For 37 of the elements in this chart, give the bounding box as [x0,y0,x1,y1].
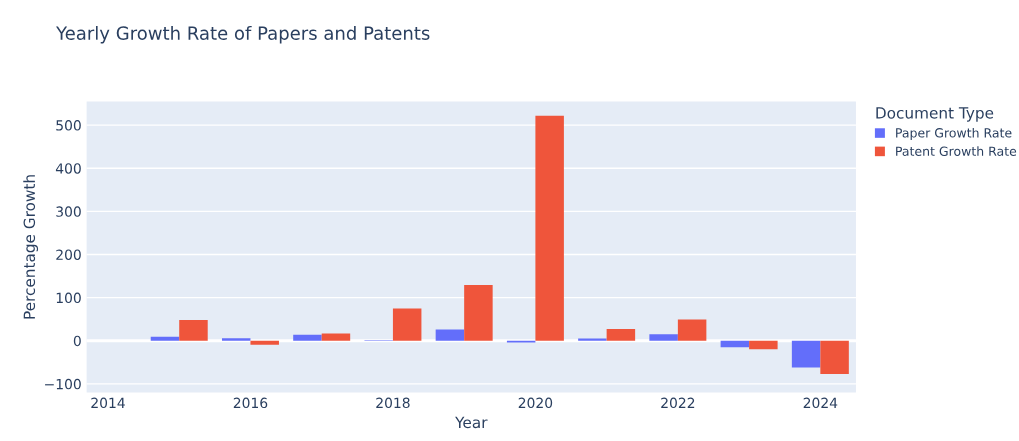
bar [606,329,636,341]
y-tick-label: −100 [45,378,81,390]
bar [321,333,351,341]
y-tick-label: 200 [56,249,81,260]
bar [464,285,493,341]
y-tick-label: 400 [55,163,81,174]
bar [749,340,778,350]
bar [578,338,607,341]
x-tick-label: 2018 [376,397,410,409]
x-tick-label: 2024 [803,397,838,409]
legend-title: Document Type [876,107,994,122]
x-tick-label: 2022 [661,397,695,409]
chart-title: Yearly Growth Rate of Papers and Patents [56,25,430,44]
x-axis-title: Year [455,416,488,429]
bar [720,340,750,348]
legend-label: Paper Growth Rate [896,127,1012,140]
y-tick-label: 0 [73,335,81,347]
bar [535,115,564,341]
bar [791,340,821,368]
bar [649,334,678,341]
y-tick-label: 500 [56,120,81,131]
bar [221,338,251,341]
bar [150,336,180,341]
y-axis-title: Percentage Growth [23,175,39,319]
bar [392,308,422,341]
bar [179,320,208,341]
bar [293,334,322,341]
x-tick-label: 2014 [91,397,125,409]
y-tick-label: 300 [56,206,81,217]
bar [820,340,849,374]
bar [435,329,465,341]
x-tick-label: 2016 [233,397,268,409]
bar [250,340,279,345]
legend-label: Patent Growth Rate [896,146,1017,156]
x-tick-label: 2020 [518,397,553,409]
y-tick-label: 100 [56,292,81,304]
bar [677,319,707,341]
